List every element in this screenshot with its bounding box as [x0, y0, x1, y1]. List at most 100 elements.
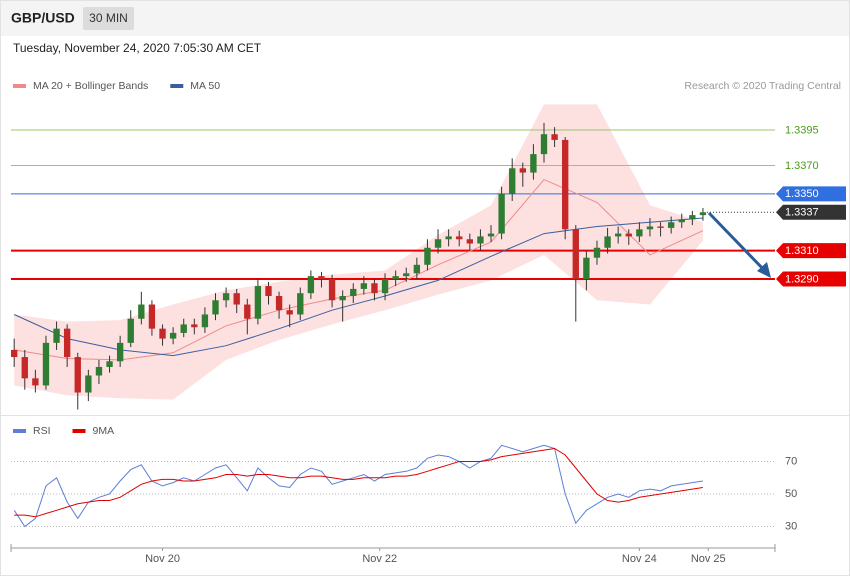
current-price-label: 1.3337 [785, 207, 819, 219]
candle-body [318, 276, 325, 279]
candle-body [498, 193, 505, 234]
candle-body [74, 357, 81, 393]
rsi-line [13, 444, 703, 528]
candle-body [689, 215, 696, 220]
candle-body [371, 283, 378, 294]
candle-body [477, 236, 484, 244]
y-tick-label: 30 [785, 520, 797, 532]
candle-body [445, 236, 452, 240]
candle-body [530, 154, 537, 173]
candle-body [11, 349, 18, 358]
candle-body [159, 328, 166, 339]
candle-body [551, 134, 558, 140]
credit: Research © 2020 Trading Central [684, 80, 841, 92]
candle-body [392, 276, 399, 279]
candle-body [265, 286, 272, 297]
x-tick-label: Nov 24 [622, 553, 657, 565]
legend-label: MA 50 [190, 80, 220, 92]
candle-body [328, 278, 336, 301]
candle-body [646, 226, 654, 230]
current-price-box [776, 204, 846, 220]
x-tick-label: Nov 20 [145, 553, 180, 565]
rsi-line [14, 447, 703, 518]
candle-body [562, 139, 569, 230]
candle-body [487, 233, 495, 237]
candle-body [286, 310, 293, 315]
candle-body [636, 229, 643, 237]
candle-body [42, 342, 50, 386]
interval[interactable]: 30 MIN [89, 11, 128, 25]
candle-body [519, 168, 526, 173]
legend-swatch [170, 84, 184, 88]
forecast-arrow [707, 211, 768, 274]
candle-body [63, 328, 71, 358]
candle-body [413, 264, 421, 274]
candle-body [32, 378, 39, 386]
candle-body [244, 304, 251, 319]
candle-body [201, 314, 209, 328]
candle-body [191, 324, 198, 328]
candle-body [106, 361, 113, 367]
candle-body [169, 332, 177, 339]
candle-body [509, 168, 516, 194]
candle-body [85, 375, 92, 393]
candle-body [657, 226, 664, 228]
level-label: 1.3290 [785, 273, 819, 285]
candle-body [360, 283, 368, 289]
interval-badge[interactable] [83, 7, 134, 30]
candle-body [116, 342, 124, 362]
candle-body [381, 278, 389, 294]
symbol: GBP/USD [11, 10, 75, 26]
candle-body [95, 366, 103, 376]
candle-body [297, 293, 304, 315]
legend-swatch [13, 429, 26, 433]
candle-body [593, 247, 601, 258]
x-tick-label: Nov 22 [362, 553, 397, 565]
candle-body [604, 236, 611, 248]
level-label: 1.3310 [785, 245, 819, 257]
level-label-box [776, 186, 846, 202]
candle-body [212, 300, 219, 315]
candle-body [127, 318, 134, 343]
candle-body [583, 257, 590, 279]
x-tick-label: Nov 25 [691, 553, 726, 565]
legend-label: 9MA [93, 425, 115, 437]
level-label: 1.3350 [785, 188, 819, 200]
candle-body [339, 296, 346, 301]
legend-swatch [72, 429, 86, 433]
candle-body [350, 288, 357, 297]
candle-body [53, 328, 60, 343]
level-label: 1.3370 [785, 160, 819, 172]
candle-body [403, 273, 410, 277]
candle-body [138, 304, 145, 319]
candle-body [699, 212, 707, 216]
y-tick-label: 70 [785, 455, 797, 467]
ma-line [14, 178, 704, 361]
candle-body [540, 134, 548, 155]
candle-body [148, 304, 156, 329]
candle-body [456, 236, 463, 240]
forecast-arrowhead [757, 262, 771, 278]
candle-body [21, 357, 28, 379]
level-label-box [776, 243, 846, 259]
candle-body [434, 239, 442, 248]
candle-body [667, 222, 675, 228]
candle-body [222, 293, 230, 301]
candle-body [572, 229, 579, 279]
legend-swatch [13, 84, 26, 88]
candle-body [625, 233, 632, 237]
candle-body [678, 219, 685, 223]
candle-body [233, 293, 240, 305]
level-label-box [776, 271, 846, 287]
header-bar [1, 1, 849, 36]
legend-label: MA 20 + Bollinger Bands [33, 80, 148, 92]
candle-body [275, 296, 283, 311]
candle-body [614, 233, 622, 237]
candle-body [254, 286, 262, 319]
candle-body [424, 247, 431, 265]
timestamp: Tuesday, November 24, 2020 7:05:30 AM CE… [13, 41, 262, 55]
candle-body [307, 276, 315, 294]
ma-line [13, 217, 703, 357]
